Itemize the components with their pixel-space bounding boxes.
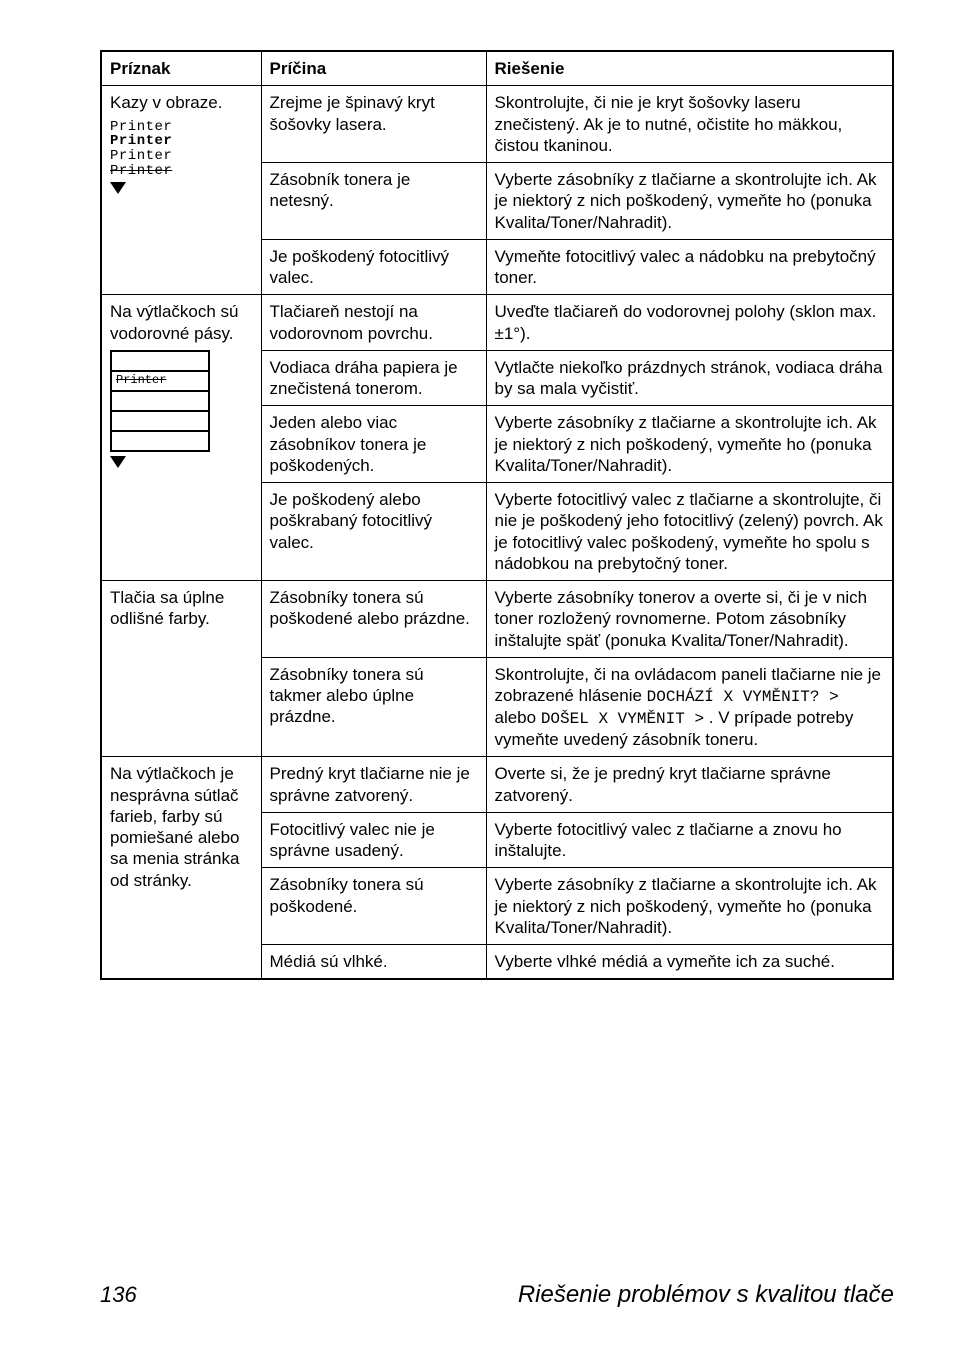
symptom-text: Kazy v obraze. (110, 93, 222, 112)
fix-cell: Skontrolujte, či na ovládacom paneli tla… (486, 657, 893, 757)
page-number: 136 (100, 1282, 137, 1308)
header-riesenie: Riešenie (486, 51, 893, 86)
page: Príznak Príčina Riešenie Kazy v obraze. … (0, 0, 954, 1349)
table-row: Kazy v obraze. Printer Printer Printer P… (101, 86, 893, 163)
fix-cell: Vyberte zásobníky tonerov a overte si, č… (486, 581, 893, 658)
band-row (110, 430, 210, 452)
troubleshooting-table: Príznak Príčina Riešenie Kazy v obraze. … (100, 50, 894, 980)
cause-cell: Je poškodený alebo poškrabaný fotocitliv… (261, 483, 486, 581)
printer-sample-icon: Printer Printer Printer Printer (110, 120, 253, 200)
fix-cell: Uveďte tlačiareň do vodorovnej polohy (s… (486, 295, 893, 351)
cause-cell: Zásobníky tonera sú poškodené. (261, 868, 486, 945)
symptom-cell: Na výtlačkoch je nesprávna sútlač farieb… (101, 757, 261, 980)
cause-cell: Predný kryt tlačiarne nie je správne zat… (261, 757, 486, 813)
band-row (110, 350, 210, 370)
symptom-cell: Na výtlačkoch sú vodorovné pásy. Printer (101, 295, 261, 581)
cause-cell: Jeden alebo viac zásobníkov tonera je po… (261, 406, 486, 483)
band-row (110, 390, 210, 410)
fix-cell: Vyberte zásobníky z tlačiarne a skontrol… (486, 406, 893, 483)
header-priznak: Príznak (101, 51, 261, 86)
footer-title: Riešenie problémov s kvalitou tlače (518, 1281, 894, 1309)
symptom-cell: Tlačia sa úplne odlišné farby. (101, 581, 261, 757)
page-footer: 136 Riešenie problémov s kvalitou tlače (100, 1251, 894, 1309)
table-row: Tlačia sa úplne odlišné farby. Zásobníky… (101, 581, 893, 658)
cause-cell: Zásobníky tonera sú takmer alebo úplne p… (261, 657, 486, 757)
header-pricina: Príčina (261, 51, 486, 86)
chevron-down-icon (110, 456, 126, 468)
fix-cell: Vyberte fotocitlivý valec z tlačiarne a … (486, 483, 893, 581)
fix-cell: Vyberte zásobníky z tlačiarne a skontrol… (486, 163, 893, 240)
fix-cell: Vymeňte fotocitlivý valec a nádobku na p… (486, 239, 893, 295)
fix-cell: Skontrolujte, či nie je kryt šošovky las… (486, 86, 893, 163)
cause-cell: Zásobník tonera je netesný. (261, 163, 486, 240)
fix-code: DOCHÁZÍ X VYMĚNIT? > (647, 688, 839, 706)
fix-cell: Vyberte vlhké médiá a vymeňte ich za suc… (486, 945, 893, 980)
cause-cell: Zrejme je špinavý kryt šošovky lasera. (261, 86, 486, 163)
fix-cell: Vyberte zásobníky z tlačiarne a skontrol… (486, 868, 893, 945)
cause-cell: Vodiaca dráha papiera je znečistená tone… (261, 350, 486, 406)
table-row: Na výtlačkoch sú vodorovné pásy. Printer… (101, 295, 893, 351)
fix-cell: Vyberte fotocitlivý valec z tlačiarne a … (486, 812, 893, 868)
table-row: Na výtlačkoch je nesprávna sútlač farieb… (101, 757, 893, 813)
symptom-cell: Kazy v obraze. Printer Printer Printer P… (101, 86, 261, 295)
cause-cell: Tlačiareň nestojí na vodorovnom povrchu. (261, 295, 486, 351)
cause-cell: Je poškodený fotocitlivý valec. (261, 239, 486, 295)
cause-cell: Fotocitlivý valec nie je správne usadený… (261, 812, 486, 868)
fix-cell: Overte si, že je predný kryt tlačiarne s… (486, 757, 893, 813)
sample-line: Printer (110, 149, 253, 164)
band-sample-icon: Printer (110, 350, 210, 452)
sample-line: Printer (110, 164, 253, 179)
sample-line: Printer (110, 120, 253, 135)
band-row: Printer (110, 370, 210, 390)
cause-cell: Zásobníky tonera sú poškodené alebo práz… (261, 581, 486, 658)
fix-cell: Vytlačte niekoľko prázdnych stránok, vod… (486, 350, 893, 406)
chevron-down-icon (110, 182, 126, 194)
sample-line: Printer (110, 134, 253, 149)
fix-code: DOŠEL X VYMĚNIT > (541, 710, 704, 728)
cause-cell: Médiá sú vlhké. (261, 945, 486, 980)
table-header-row: Príznak Príčina Riešenie (101, 51, 893, 86)
fix-text: alebo (495, 708, 541, 727)
band-row (110, 410, 210, 430)
symptom-text: Na výtlačkoch sú vodorovné pásy. (110, 302, 239, 342)
